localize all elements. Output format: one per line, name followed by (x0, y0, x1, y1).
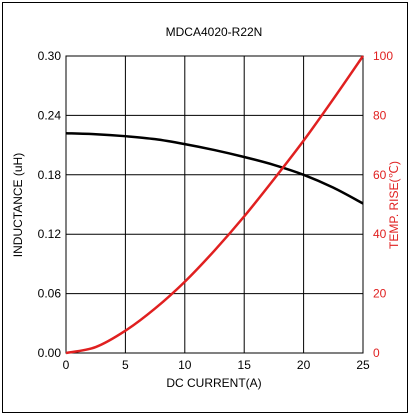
x-tick-label: 15 (238, 358, 252, 372)
x-tick-label: 25 (356, 358, 370, 372)
right-y-axis-label: TEMP. RISE(℃) (387, 161, 401, 249)
left-y-tick-label: 0.00 (38, 346, 62, 360)
x-tick-labels: 0 5 10 15 20 25 (63, 358, 370, 372)
left-y-tick-label: 0.12 (38, 227, 62, 241)
chart-frame (2, 2, 408, 413)
series-layer (65, 55, 365, 355)
left-y-tick-labels: 0.00 0.06 0.12 0.18 0.24 0.30 (38, 49, 62, 360)
grid-lines (66, 56, 363, 353)
x-axis-label: DC CURRENT(A) (166, 376, 261, 390)
inductance-series-line (65, 131, 364, 205)
left-y-axis-label: INDUCTANCE (uH) (11, 153, 25, 257)
right-y-tick-label: 60 (373, 168, 387, 182)
left-y-tick-label: 0.30 (38, 49, 62, 63)
right-y-tick-label: 80 (373, 108, 387, 122)
left-y-tick-label: 0.18 (38, 168, 62, 182)
right-y-tick-label: 20 (373, 287, 387, 301)
right-y-tick-label: 100 (373, 49, 393, 63)
x-tick-label: 5 (122, 358, 129, 372)
right-y-tick-label: 0 (373, 346, 380, 360)
temp-rise-series-line (65, 55, 365, 355)
chart-title: MDCA4020-R22N (166, 25, 263, 39)
left-y-tick-label: 0.24 (38, 108, 62, 122)
plot-area (65, 55, 364, 354)
right-y-tick-label: 40 (373, 227, 387, 241)
right-y-tick-labels: 0 20 40 60 80 100 (373, 49, 393, 360)
left-y-tick-label: 0.06 (38, 287, 62, 301)
x-tick-label: 10 (178, 358, 192, 372)
x-tick-label: 0 (63, 358, 70, 372)
x-tick-label: 20 (297, 358, 311, 372)
